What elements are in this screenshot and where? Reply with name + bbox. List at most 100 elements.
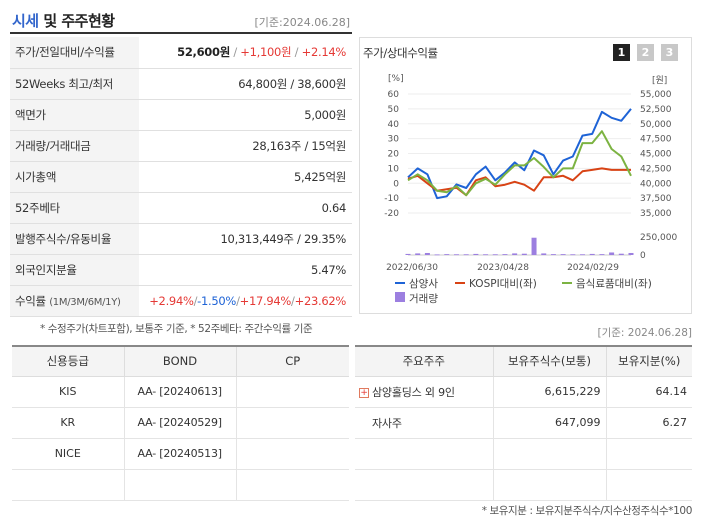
holders-header-shares: 보유주식수(보통) bbox=[493, 346, 607, 377]
left-tick-label: 60 bbox=[388, 90, 400, 100]
volume-bar bbox=[415, 253, 421, 255]
expand-icon[interactable]: + bbox=[359, 387, 369, 398]
holders-header-name: 주요주주 bbox=[355, 346, 494, 377]
par-row: 액면가 5,000원 bbox=[10, 99, 352, 131]
52week-value: 64,800원 / 38,600원 bbox=[139, 68, 352, 100]
credit-cp bbox=[236, 376, 349, 408]
right-tick-label: 45,000 bbox=[640, 150, 672, 160]
left-tick-label: -20 bbox=[384, 209, 399, 219]
volume-bar bbox=[512, 253, 518, 255]
holder-name bbox=[355, 469, 494, 501]
reference-date-2: [기준: 2024.06.28] bbox=[597, 327, 692, 339]
section-title-accent: 시세 bbox=[12, 12, 39, 30]
volume-bar bbox=[550, 254, 556, 255]
credit-header-cp: CP bbox=[236, 346, 349, 377]
par-value: 5,000원 bbox=[139, 99, 352, 131]
return-3m: -1.50% bbox=[197, 293, 237, 308]
left-tick-label: 10 bbox=[388, 164, 400, 174]
beta-value: 0.64 bbox=[139, 192, 352, 224]
holder-pct bbox=[606, 438, 692, 470]
par-label: 액면가 bbox=[10, 99, 139, 131]
right-axis-unit: [원] bbox=[652, 75, 667, 86]
table-row bbox=[355, 469, 692, 501]
returns-row: 수익률 (1M/3M/6M/1Y) +2.94%/-1.50%/+17.94%/… bbox=[10, 285, 352, 317]
credit-bond: AA- [20240529] bbox=[124, 407, 237, 439]
credit-agency bbox=[12, 469, 125, 501]
holder-shares: 647,099 bbox=[493, 407, 607, 439]
series-line-2 bbox=[407, 130, 632, 197]
volume-bar bbox=[453, 254, 459, 256]
return-1m: +2.94% bbox=[149, 293, 194, 308]
volume-bar bbox=[599, 254, 605, 255]
volume-label: 거래량/거래대금 bbox=[10, 130, 139, 162]
volume-bar bbox=[492, 254, 498, 256]
right-tick-label: 55,000 bbox=[640, 90, 672, 100]
credit-cp bbox=[236, 407, 349, 439]
x-tick-label: 2022/06/30 bbox=[386, 263, 438, 273]
credit-bond bbox=[124, 469, 237, 501]
price-label: 주가/전일대비/수익률 bbox=[10, 37, 139, 69]
price-value: 52,600원 / +1,100원 / +2.14% bbox=[139, 37, 352, 69]
holder-name bbox=[355, 438, 494, 470]
volume-bar bbox=[589, 253, 595, 255]
volume-bar bbox=[570, 254, 576, 256]
volume-tick-label: 250,000 bbox=[640, 233, 677, 243]
table-row: KIS AA- [20240613] bbox=[12, 376, 349, 408]
right-tick-label: 50,000 bbox=[640, 120, 672, 130]
volume-bar bbox=[405, 253, 411, 255]
shareholders-table: 주요주주 보유주식수(보통) 보유지분(%) + 삼양홀딩스 외 9인 6,615… bbox=[355, 345, 692, 501]
volume-bar bbox=[473, 253, 479, 255]
volume-bar bbox=[424, 252, 430, 255]
reference-date: [기준:2024.06.28] bbox=[254, 16, 350, 29]
table-row: 자사주 647,099 6.27 bbox=[355, 407, 692, 439]
footnote-price: * 수정주가(차트포함), 보통주 기준, * 52주베타: 주간수익률 기준 bbox=[40, 323, 313, 335]
volume-bar bbox=[618, 253, 624, 255]
right-tick-label: 35,000 bbox=[640, 209, 672, 219]
holder-pct bbox=[606, 469, 692, 501]
current-price: 52,600원 bbox=[177, 45, 230, 60]
market-cap-label: 시가총액 bbox=[10, 161, 139, 193]
returns-sublabel: (1M/3M/6M/1Y) bbox=[49, 296, 121, 308]
x-tick-label: 2024/02/29 bbox=[567, 263, 619, 273]
52week-row: 52Weeks 최고/최저 64,800원 / 38,600원 bbox=[10, 68, 352, 100]
volume-bar bbox=[463, 254, 469, 256]
chart-panel: 주가/상대수익률 1 2 3 [%] [원] 60 50 40 30 20 10 0 -10 -20… bbox=[359, 37, 692, 314]
legend-label: 삼양사 bbox=[409, 278, 438, 290]
shares-value: 10,313,449주 / 29.35% bbox=[139, 223, 352, 255]
period-button-2[interactable]: 2 bbox=[637, 44, 654, 61]
right-tick-label: 42,500 bbox=[640, 164, 672, 174]
foreign-row: 외국인지분율 5.47% bbox=[10, 254, 352, 286]
volume-bar bbox=[609, 252, 615, 255]
table-row: NICE AA- [20240513] bbox=[12, 438, 349, 470]
credit-agency: NICE bbox=[12, 438, 125, 470]
return-6m: +17.94% bbox=[239, 293, 292, 308]
holder-name-text: 삼양홀딩스 외 9인 bbox=[372, 385, 455, 399]
holder-name[interactable]: + 삼양홀딩스 외 9인 bbox=[355, 376, 494, 408]
right-tick-label: 52,500 bbox=[640, 105, 672, 115]
price-change: +1,100원 bbox=[240, 45, 292, 60]
legend-swatch bbox=[395, 292, 405, 302]
volume-bar bbox=[483, 254, 489, 256]
period-button-1[interactable]: 1 bbox=[613, 44, 630, 61]
footnote-holdings: * 보유지분 : 보유지분주식수/지수산정주식수*100 bbox=[481, 505, 693, 517]
beta-row: 52주베타 0.64 bbox=[10, 192, 352, 224]
volume-bar bbox=[531, 237, 537, 255]
section-title: 시세 및 주주현황 bbox=[12, 10, 115, 31]
credit-cp bbox=[236, 438, 349, 470]
credit-header-agency: 신용등급 bbox=[12, 346, 125, 377]
volume-bar bbox=[444, 254, 450, 255]
volume-bar bbox=[434, 254, 440, 256]
foreign-label: 외국인지분율 bbox=[10, 254, 139, 286]
x-tick-label: 2023/04/28 bbox=[477, 263, 529, 273]
period-button-3[interactable]: 3 bbox=[661, 44, 678, 61]
volume-bar bbox=[541, 253, 547, 255]
left-tick-label: 0 bbox=[393, 179, 399, 189]
volume-row: 거래량/거래대금 28,163주 / 15억원 bbox=[10, 130, 352, 162]
credit-agency: KR bbox=[12, 407, 125, 439]
right-tick-label: 40,000 bbox=[640, 179, 672, 189]
holders-header-pct: 보유지분(%) bbox=[606, 346, 692, 377]
holder-name: 자사주 bbox=[355, 407, 494, 439]
right-tick-label: 47,500 bbox=[640, 135, 672, 145]
holder-shares bbox=[493, 469, 607, 501]
credit-rating-table: 신용등급 BOND CP KIS AA- [20240613] KR AA- [… bbox=[12, 345, 349, 501]
